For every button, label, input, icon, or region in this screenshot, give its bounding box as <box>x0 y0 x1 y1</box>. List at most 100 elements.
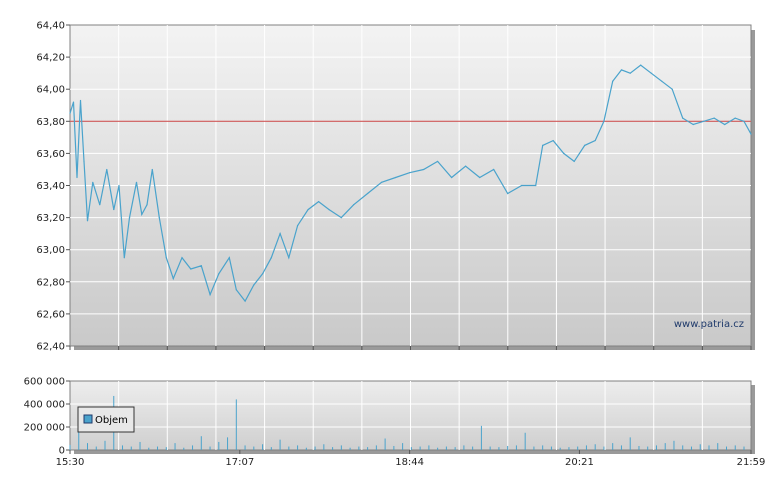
price-point <box>713 117 715 119</box>
price-y-tick-label: 64,20 <box>36 53 65 64</box>
watermark: www.patria.cz <box>674 319 744 330</box>
price-point <box>640 64 642 66</box>
volume-bars <box>69 395 745 450</box>
price-point <box>69 112 71 114</box>
x-tick-label: 17:07 <box>225 457 254 468</box>
price-point <box>279 233 281 235</box>
legend: Objem <box>77 406 135 433</box>
volume-panel: 600 000 400 000 200 000 0 15:30 17:07 18:44 20… <box>24 377 766 469</box>
price-point <box>135 181 138 183</box>
price-panel: 64,40 64,20 64,00 63,80 63,60 63,40 63,20 63,00… <box>36 21 755 353</box>
price-point <box>228 257 230 259</box>
price-point <box>584 144 586 146</box>
price-point <box>86 220 89 222</box>
price-y-tick-label: 63,20 <box>36 213 65 224</box>
price-point <box>465 165 467 167</box>
price-point <box>106 168 108 171</box>
price-point <box>181 257 183 259</box>
price-y-tick-label: 62,60 <box>36 309 65 320</box>
legend-label: Objem <box>95 415 128 426</box>
price-point <box>151 168 153 171</box>
price-point <box>507 192 509 195</box>
volume-y-tick-label: 0 <box>59 446 65 457</box>
x-tick-label: 18:44 <box>395 457 424 468</box>
price-point <box>493 168 495 171</box>
price-point <box>76 176 78 179</box>
price-point <box>367 192 369 195</box>
price-point <box>542 144 544 146</box>
price-point <box>141 213 143 215</box>
price-point <box>165 257 167 259</box>
price-point <box>563 152 565 154</box>
price-y-tick-label: 64,40 <box>36 21 65 32</box>
price-point <box>209 294 211 296</box>
price-point <box>620 69 623 71</box>
price-y-tick-label: 63,40 <box>36 181 65 192</box>
price-point <box>288 257 290 259</box>
price-point <box>83 160 85 163</box>
price-y-tick-label: 63,00 <box>36 245 65 256</box>
price-series-line <box>69 64 752 303</box>
price-point <box>79 99 82 102</box>
price-point <box>395 176 397 179</box>
volume-x-axis: 15:30 17:07 18:44 20:21 21:59 <box>56 450 766 468</box>
price-point <box>603 120 605 122</box>
legend-swatch <box>83 414 93 424</box>
volume-y-tick-label: 400 000 <box>24 400 65 411</box>
price-point <box>661 80 663 82</box>
price-point <box>261 273 264 275</box>
volume-y-axis: 600 000 400 000 200 000 0 <box>24 377 70 457</box>
price-point <box>218 273 220 275</box>
price-x-axis-ticks <box>69 346 752 350</box>
price-point <box>128 217 131 219</box>
price-point <box>353 204 355 206</box>
volume-grid <box>70 381 751 450</box>
price-point <box>200 265 202 267</box>
price-point <box>190 268 192 270</box>
price-y-tick-label: 63,60 <box>36 149 65 160</box>
price-point <box>437 160 439 163</box>
price-y-tick-label: 64,00 <box>36 85 65 96</box>
x-tick-label: 15:30 <box>56 457 85 468</box>
price-point <box>172 277 174 280</box>
price-point <box>535 184 537 187</box>
price-point <box>743 120 745 122</box>
x-tick-label: 20:21 <box>565 457 594 468</box>
price-point <box>692 123 694 126</box>
price-y-axis: 64,40 64,20 64,00 63,80 63,60 63,40 63,20 63,00… <box>36 21 70 353</box>
price-point <box>573 160 575 163</box>
price-point <box>99 204 101 206</box>
price-point <box>253 284 255 286</box>
price-point <box>521 184 523 187</box>
price-point <box>113 208 115 211</box>
price-point <box>270 257 272 259</box>
price-y-tick-label: 62,80 <box>36 277 65 288</box>
price-point <box>451 176 453 179</box>
price-point <box>92 181 94 183</box>
price-point <box>703 120 705 122</box>
price-point <box>118 184 120 187</box>
price-point <box>594 139 596 142</box>
price-point <box>650 72 652 74</box>
price-point <box>123 257 125 259</box>
price-point <box>409 172 411 174</box>
price-point <box>158 217 160 219</box>
price-point <box>317 200 320 203</box>
volume-y-tick-label: 600 000 <box>24 377 65 388</box>
price-point <box>612 80 614 82</box>
price-point <box>296 225 299 227</box>
price-point <box>552 139 554 142</box>
price-point <box>381 181 383 183</box>
price-point <box>340 217 342 219</box>
x-tick-label: 21:59 <box>737 457 766 468</box>
volume-y-tick-label: 200 000 <box>24 423 65 434</box>
price-point <box>629 72 631 74</box>
price-point <box>479 176 481 179</box>
price-point <box>734 117 736 119</box>
price-point <box>244 300 246 302</box>
price-point <box>423 168 425 171</box>
price-point <box>307 208 309 211</box>
price-point <box>671 88 673 90</box>
price-point <box>72 101 75 103</box>
